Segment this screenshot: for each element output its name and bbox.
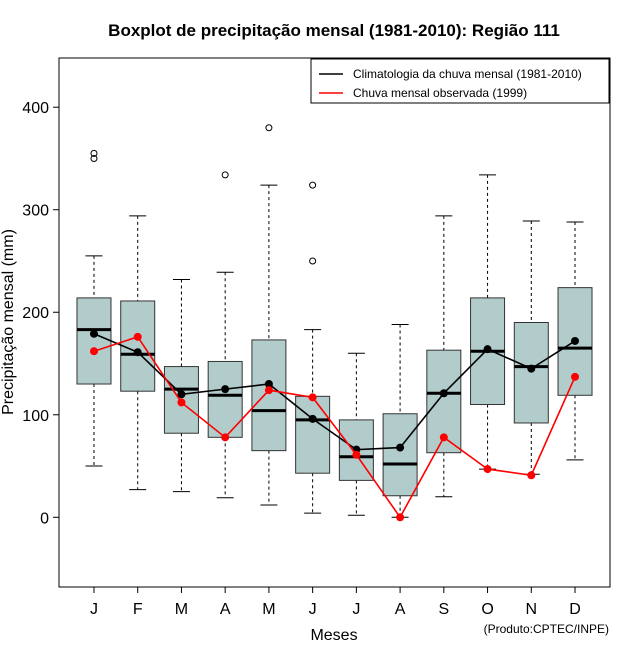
observed-point	[133, 332, 142, 341]
observed-point	[308, 393, 317, 402]
outlier-point	[309, 181, 317, 189]
legend-entry: Climatologia da chuva mensal (1981-2010)	[353, 67, 582, 81]
climatology-point	[571, 336, 580, 345]
box-iqr	[207, 360, 243, 438]
y-tick-label: 100	[22, 408, 49, 425]
climatology-point	[308, 414, 317, 423]
outlier-point	[265, 124, 273, 132]
credit-text: (Produto:CPTEC/INPE)	[484, 622, 609, 636]
observed-point	[396, 513, 405, 522]
observed-point	[571, 372, 580, 381]
x-tick-label: N	[526, 601, 538, 618]
legend-entry: Chuva mensal observada (1999)	[353, 86, 527, 100]
box-iqr	[120, 300, 156, 392]
observed-point	[483, 465, 492, 474]
box-iqr	[76, 297, 112, 385]
outlier-point	[90, 149, 98, 157]
climatology-point	[439, 389, 448, 398]
climatology-point	[133, 348, 142, 357]
y-tick-label: 400	[22, 100, 49, 117]
outlier-point	[221, 171, 229, 179]
observed-point	[264, 386, 273, 395]
observed-point	[89, 347, 98, 356]
observed-point	[352, 450, 361, 459]
y-tick-label: 200	[22, 305, 49, 322]
observed-point	[221, 433, 230, 442]
y-tick-label: 0	[40, 510, 49, 527]
box-iqr	[513, 322, 549, 424]
box-iqr	[295, 395, 331, 474]
chart-title: Boxplot de precipitação mensal (1981-201…	[108, 21, 560, 40]
climatology-point	[527, 364, 536, 373]
y-tick-label: 300	[22, 203, 49, 220]
climatology-point	[177, 390, 186, 399]
climatology-point	[483, 345, 492, 354]
x-tick-label: A	[395, 601, 406, 618]
x-tick-label: D	[569, 601, 581, 618]
x-tick-label: J	[352, 601, 360, 618]
x-tick-label: O	[481, 601, 493, 618]
x-tick-label: S	[438, 601, 449, 618]
climatology-point	[221, 385, 230, 394]
x-tick-label: M	[262, 601, 275, 618]
box-iqr	[382, 413, 418, 497]
climatology-point	[89, 329, 98, 338]
outlier-point	[309, 257, 317, 265]
observed-point	[439, 433, 448, 442]
plot-area: 0 100 200 300 400 J F M A M J J A S O N D Climatologia da…	[22, 57, 611, 618]
observed-point	[177, 398, 186, 407]
climatology-point	[396, 443, 405, 452]
x-axis-label: Meses	[310, 627, 357, 644]
x-tick-label: J	[90, 601, 98, 618]
legend-box	[310, 58, 610, 104]
x-tick-label: J	[309, 601, 317, 618]
observed-line	[93, 335, 576, 519]
x-tick-label: M	[175, 601, 188, 618]
x-tick-label: A	[220, 601, 231, 618]
y-axis-label: Precipitação mensal (mm)	[0, 229, 17, 415]
outlier-point	[90, 154, 98, 162]
x-tick-label: F	[133, 601, 143, 618]
box-iqr	[251, 339, 287, 452]
observed-point	[527, 471, 536, 480]
climatology-point	[264, 380, 273, 389]
plot-frame	[58, 57, 611, 588]
climatology-line	[93, 333, 576, 451]
